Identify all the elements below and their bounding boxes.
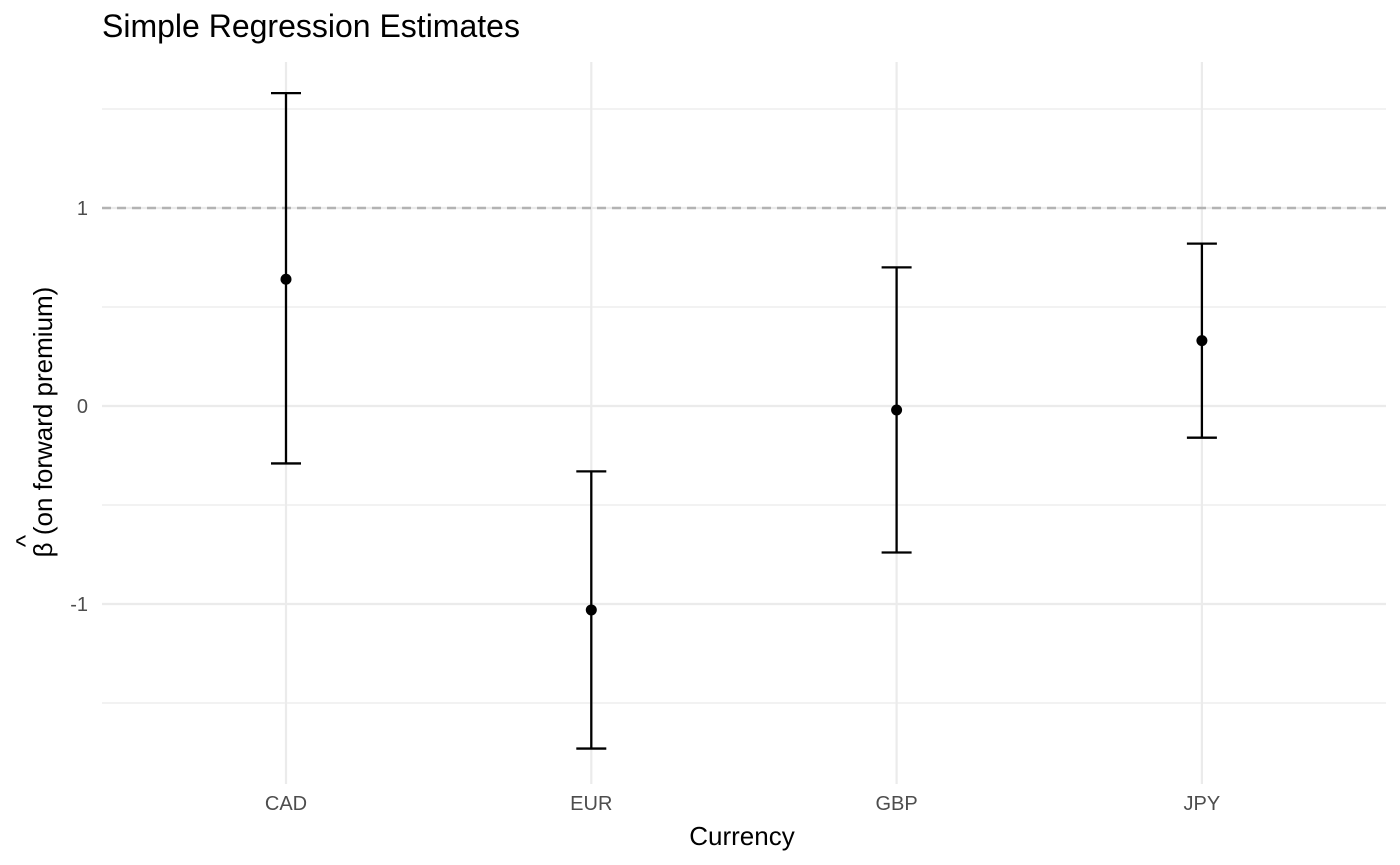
chart-title: Simple Regression Estimates [102, 8, 520, 44]
x-axis-label: Currency [689, 821, 794, 851]
errorbar-cad [271, 92, 301, 465]
y-tick-label: 0 [77, 396, 88, 418]
y-tick-labels: -1 0 1 [70, 198, 88, 616]
estimate-point [585, 604, 597, 616]
estimate-point [891, 404, 903, 416]
grid-layer [102, 62, 1386, 784]
errorbar-jpy [1186, 242, 1217, 439]
estimate-point [1196, 335, 1208, 347]
x-tick-labels: CAD EUR GBP JPY [265, 793, 1220, 815]
x-tick-label: CAD [265, 793, 307, 815]
y-axis-label-hat: ^ [10, 534, 40, 547]
errorbar-gbp [881, 266, 912, 554]
x-tick-label: GBP [875, 793, 917, 815]
y-tick-label: 1 [77, 198, 88, 220]
errorbar-eur [576, 470, 607, 750]
x-tick-label: JPY [1184, 793, 1221, 815]
y-tick-label: -1 [70, 594, 88, 616]
y-axis-label: β (on forward premium) [28, 287, 58, 558]
x-tick-label: EUR [570, 793, 612, 815]
estimate-point [280, 273, 292, 285]
marks-layer [271, 92, 1217, 750]
